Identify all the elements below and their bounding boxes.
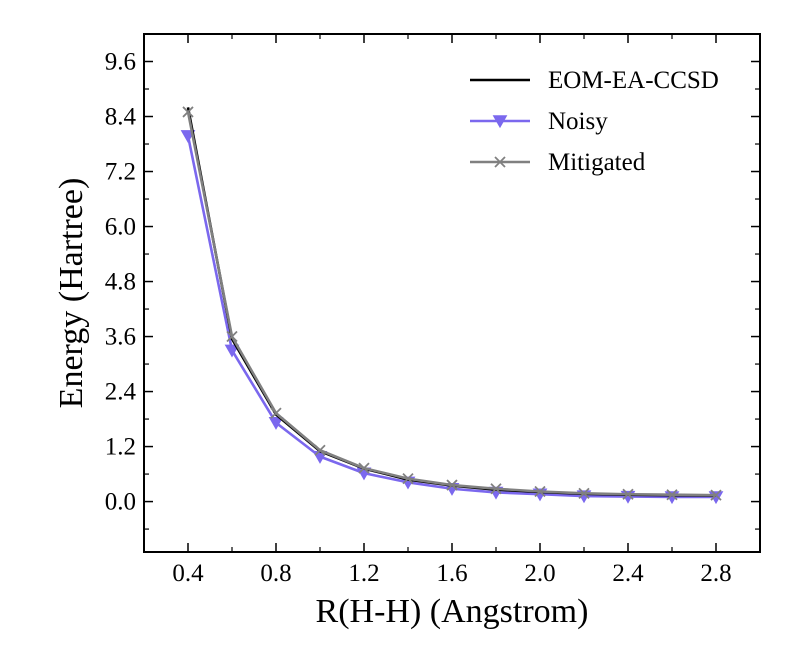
mitigated-point-stroke-b	[490, 483, 502, 495]
mitigated-point	[358, 462, 370, 474]
axis-ticks	[143, 33, 761, 552]
mitigated-point	[226, 330, 238, 343]
legend-label-noisy: Noisy	[548, 108, 608, 135]
noisy-point	[268, 417, 284, 430]
y-tick-label: 6.0	[105, 214, 136, 241]
mitigated-point-stroke-b	[182, 106, 194, 118]
y-tick-label: 2.4	[105, 379, 137, 406]
mitigated-point	[534, 485, 546, 498]
y-tick-label: 7.2	[105, 159, 136, 186]
mitigated-point	[490, 483, 502, 495]
x-tick-label: 2.8	[700, 560, 731, 587]
mitigated-point-stroke-b	[534, 485, 546, 498]
mitigated-point	[182, 106, 194, 118]
x-tick-label: 2.4	[612, 560, 644, 587]
legend-item-eom-ea-ccsd: EOM-EA-CCSD	[470, 67, 719, 94]
y-tick-label: 9.6	[105, 49, 136, 76]
mitigated-point-stroke-b	[666, 489, 678, 501]
mitigated-point-stroke-b	[402, 473, 414, 485]
mitigated-point-stroke-b	[358, 462, 370, 474]
legend: EOM-EA-CCSD Noisy Mitigated	[470, 67, 719, 176]
mitigated-point	[578, 487, 590, 499]
mitigated-point	[446, 479, 458, 491]
mitigated-point	[270, 407, 282, 419]
x-tick-label: 0.4	[172, 560, 204, 587]
mitigated-point	[622, 488, 634, 500]
y-tick-label: 3.6	[105, 324, 136, 351]
y-tick-label: 8.4	[105, 104, 137, 131]
mitigated-point	[666, 489, 678, 501]
mitigated-point-stroke-b	[710, 489, 722, 501]
noisy-point	[224, 344, 240, 358]
series-noisy	[180, 130, 724, 505]
mitigated-point-stroke-b	[314, 444, 326, 456]
mitigated-point-stroke-b	[446, 479, 458, 491]
mitigated-point	[402, 473, 414, 485]
legend-marker-mitigated	[494, 156, 506, 168]
mitigated-point-stroke-b	[622, 488, 634, 500]
x-tick-label: 2.0	[524, 560, 555, 587]
noisy-line	[186, 135, 716, 499]
x-tick-label: 1.2	[348, 560, 379, 587]
mitigated-point-stroke-b	[226, 330, 238, 343]
y-tick-label: 1.2	[105, 434, 136, 461]
x-tick-label: 1.6	[436, 560, 467, 587]
x-axis-title: R(H-H) (Angstrom)	[316, 593, 589, 630]
mitigated-point-stroke-b	[270, 407, 282, 419]
x-tick-label: 0.8	[260, 560, 291, 587]
mitigated-point	[314, 444, 326, 456]
plot-frame	[143, 33, 761, 553]
y-tick-label: 4.8	[105, 269, 136, 296]
legend-label-mitigated: Mitigated	[548, 149, 646, 176]
y-axis-title: Energy (Hartree)	[53, 178, 90, 409]
legend-marker-mitigated-stroke-b	[494, 156, 506, 168]
legend-label-eom-ea-ccsd: EOM-EA-CCSD	[548, 67, 719, 94]
mitigated-point-stroke-b	[578, 487, 590, 499]
legend-marker-noisy	[492, 115, 508, 129]
tick-labels: 0.4 0.8 1.2 1.6 2.0 2.4 2.8 0.0 1.2 2.4 3.6 4.8 6.0 7…	[105, 49, 732, 587]
series-layer	[180, 106, 724, 505]
series-mitigated	[182, 106, 722, 501]
legend-item-mitigated: Mitigated	[470, 149, 646, 176]
legend-item-noisy: Noisy	[470, 108, 608, 135]
y-tick-label: 0.0	[105, 489, 136, 516]
mitigated-point	[710, 489, 722, 501]
